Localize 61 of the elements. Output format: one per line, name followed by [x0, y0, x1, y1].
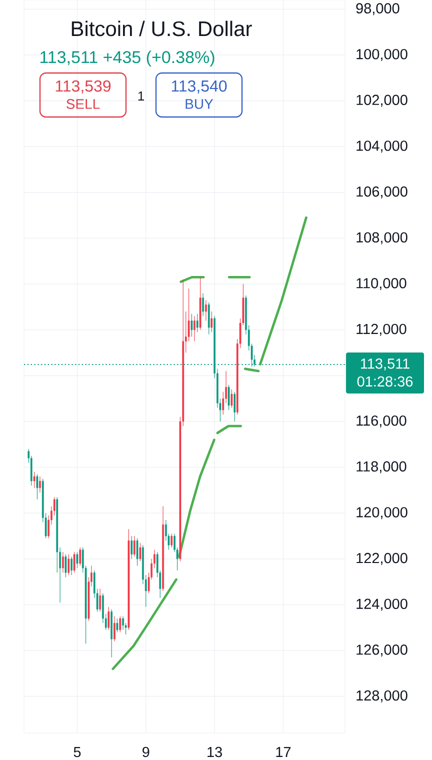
y-tick-label: 100,000 [356, 48, 408, 61]
candlestick [79, 547, 82, 566]
y-tick-label: 124,000 [356, 598, 408, 611]
y-tick-label: 102,000 [356, 94, 408, 107]
candlestick [64, 554, 67, 578]
annotation: SELL [66, 99, 100, 109]
candlestick [228, 384, 230, 410]
candlestick [76, 552, 78, 568]
candlestick [39, 476, 41, 493]
ref-line-label: 113,511 [360, 358, 410, 370]
candlestick [234, 391, 236, 422]
candlestick [202, 292, 204, 316]
annotation: BUY [186, 99, 214, 109]
candlestick [108, 606, 110, 630]
candlestick [230, 389, 233, 408]
candlestick [73, 552, 76, 573]
line-series [112, 578, 178, 670]
y-tick-label: 104,000 [356, 140, 408, 153]
y-tick-label: 106,000 [356, 186, 408, 198]
x-tick-label: 9 [142, 746, 150, 758]
y-tick-label: 112,000 [356, 324, 406, 336]
annotation: 1 [138, 92, 144, 100]
candlestick [208, 302, 210, 335]
y-tick-label: 110,000 [356, 278, 406, 290]
candlestick [170, 533, 173, 548]
y-tick-label: 126,000 [356, 644, 408, 657]
candlestick [133, 536, 136, 557]
y-tick-label: 116,000 [356, 415, 406, 428]
candlestick [62, 552, 64, 573]
y-tick-label: 120,000 [356, 507, 408, 520]
x-tick-label: 13 [208, 746, 222, 758]
candlestick [194, 316, 196, 342]
candlestick [68, 554, 70, 576]
candlestick [139, 542, 142, 562]
candlestick [196, 314, 198, 332]
annotation: 113,540 [172, 80, 227, 94]
x-tick-label: 5 [74, 747, 81, 758]
x-tick-label: 17 [276, 747, 291, 758]
candlestick [122, 616, 124, 630]
y-tick-label: 128,000 [356, 690, 408, 702]
candlestick [116, 618, 118, 632]
text: 01:28:36 [357, 376, 413, 387]
candlestick [33, 472, 36, 488]
candlestick [205, 300, 207, 321]
candlestick [114, 616, 116, 642]
candlestick [210, 311, 213, 332]
line-series [178, 438, 216, 558]
text: Bitcoin / U.S. Dollar [72, 20, 252, 36]
candlestick [99, 588, 101, 612]
candlestick [130, 536, 133, 560]
y-tick-label: 118,000 [356, 461, 406, 474]
y-tick-label: 122,000 [356, 552, 408, 565]
text: 113,511 +435 (+0.38%) [40, 50, 214, 67]
y-tick-label: 98,000 [356, 3, 400, 16]
candlestick [190, 314, 193, 337]
candlestick [36, 474, 38, 500]
candlestick [119, 616, 122, 632]
candlestick [136, 538, 138, 566]
candlestick [70, 556, 72, 576]
y-tick-label: 108,000 [356, 232, 408, 244]
annotation: 113,539 [56, 80, 111, 94]
